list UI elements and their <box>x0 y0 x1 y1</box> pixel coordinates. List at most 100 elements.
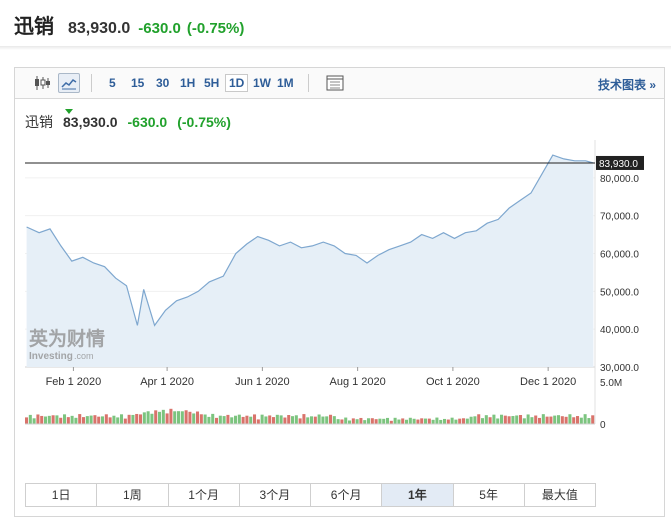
volume-bar <box>249 416 253 424</box>
interval-15[interactable]: 15 <box>131 76 145 90</box>
volume-bar <box>139 414 143 424</box>
volume-bar <box>549 416 553 424</box>
volume-tick-label: 5.0M <box>600 378 622 389</box>
volume-bar <box>507 416 511 424</box>
watermark-logo: 英为财情 Investing .com <box>29 327 105 362</box>
volume-bar <box>169 408 173 424</box>
volume-bar <box>131 414 135 424</box>
volume-bar <box>192 413 196 424</box>
volume-bar <box>579 417 583 424</box>
price-chart[interactable]: 83,930.0 30,000.0 40,000.0 50,000.0 60,000.… <box>15 140 664 458</box>
volume-bar <box>534 415 538 424</box>
interval-30[interactable]: 30 <box>156 76 170 90</box>
volume-bar <box>211 413 215 424</box>
volume-bar <box>32 418 36 424</box>
volume-bar <box>51 415 55 424</box>
interval-1m[interactable]: 1M <box>277 76 294 90</box>
interval-5h[interactable]: 5H <box>204 76 220 90</box>
volume-bar <box>241 416 245 424</box>
line-chart-icon[interactable] <box>58 73 80 93</box>
volume-bar <box>101 416 105 424</box>
chart-last-price: 83,930.0 <box>63 114 118 130</box>
interval-1w[interactable]: 1W <box>253 76 271 90</box>
volume-bars <box>25 408 595 425</box>
volume-bar <box>317 414 321 424</box>
chart-toolbar: 5 15 30 1H 5H 1D 1W 1M 技术图表 » <box>15 68 664 99</box>
volume-bar <box>196 411 200 424</box>
volume-bar <box>256 419 260 424</box>
volume-bar <box>477 414 481 424</box>
volume-bar <box>127 414 131 424</box>
volume-bar <box>344 417 348 424</box>
technical-chart-link[interactable]: 技术图表 » <box>597 78 656 92</box>
volume-bar <box>55 415 59 424</box>
volume-bar <box>481 418 485 424</box>
volume-bar <box>401 418 405 424</box>
volume-bar <box>298 418 302 424</box>
chart-instrument-name: 迅销 <box>25 114 53 130</box>
volume-bar <box>389 420 393 424</box>
volume-bar <box>431 419 435 424</box>
volume-bar <box>435 417 439 424</box>
last-price-marker: 83,930.0 <box>596 155 644 170</box>
range-tab-5y[interactable]: 5年 <box>453 484 525 506</box>
interval-5[interactable]: 5 <box>109 76 116 90</box>
y-tick-label: 60,000.0 <box>600 250 639 261</box>
volume-bar <box>108 417 112 424</box>
volume-bar <box>158 411 162 424</box>
range-tab-1w[interactable]: 1周 <box>97 484 169 506</box>
volume-bar <box>572 417 576 424</box>
volume-bar <box>173 411 177 424</box>
volume-tick-label: 0 <box>600 420 606 431</box>
volume-bar <box>496 418 500 424</box>
volume-bar <box>120 414 124 424</box>
y-tick-label: 40,000.0 <box>600 325 639 336</box>
table-icon[interactable] <box>324 73 346 93</box>
volume-bar <box>28 414 32 424</box>
y-tick-label: 30,000.0 <box>600 363 639 374</box>
x-tick-label: Jun 1 2020 <box>235 376 289 388</box>
volume-bar <box>47 415 51 424</box>
range-tab-1y[interactable]: 1年 <box>382 484 454 506</box>
volume-bar <box>450 417 454 424</box>
volume-bar <box>260 414 264 424</box>
volume-bar <box>70 415 74 424</box>
x-axis: Feb 1 2020 Apr 1 2020 Jun 1 2020 Aug 1 2020… <box>46 367 576 388</box>
volume-bar <box>439 419 443 424</box>
range-tab-3m[interactable]: 3个月 <box>239 484 311 506</box>
chart-panel: 5 15 30 1H 5H 1D 1W 1M 技术图表 » 迅销 83,930.… <box>14 67 665 517</box>
volume-bar <box>325 416 329 424</box>
volume-bar <box>272 417 276 424</box>
volume-bar <box>454 419 458 424</box>
volume-bar <box>488 417 492 424</box>
volume-axis: 5.0M 0 <box>600 378 622 431</box>
volume-bar <box>530 417 534 424</box>
candlestick-icon[interactable] <box>31 73 53 93</box>
range-tabs: 1日 1周 1个月 3个月 6个月 1年 5年 最大值 <box>25 483 596 507</box>
volume-bar <box>184 410 188 424</box>
volume-bar <box>416 419 420 424</box>
volume-bar <box>59 417 63 424</box>
range-tab-max[interactable]: 最大值 <box>524 484 595 506</box>
y-tick-label: 50,000.0 <box>600 287 639 298</box>
range-tab-1d[interactable]: 1日 <box>26 484 98 506</box>
range-tab-6m[interactable]: 6个月 <box>311 484 383 506</box>
volume-bar <box>264 416 268 424</box>
range-tab-1m[interactable]: 1个月 <box>168 484 240 506</box>
volume-bar <box>313 416 317 424</box>
volume-bar <box>154 410 158 424</box>
interval-1h[interactable]: 1H <box>180 76 196 90</box>
header-divider <box>0 46 671 50</box>
volume-bar <box>515 415 519 424</box>
volume-bar <box>234 415 238 424</box>
volume-bar <box>268 415 272 424</box>
interval-1d[interactable]: 1D <box>225 74 249 92</box>
volume-bar <box>279 415 283 424</box>
volume-bar <box>203 414 207 424</box>
down-arrow-icon <box>65 109 73 114</box>
chart-price-change-percent: (-0.75%) <box>177 114 231 130</box>
volume-bar <box>97 416 101 424</box>
volume-bar <box>370 418 374 424</box>
x-tick-label: Apr 1 2020 <box>140 376 194 388</box>
volume-bar <box>503 415 507 424</box>
